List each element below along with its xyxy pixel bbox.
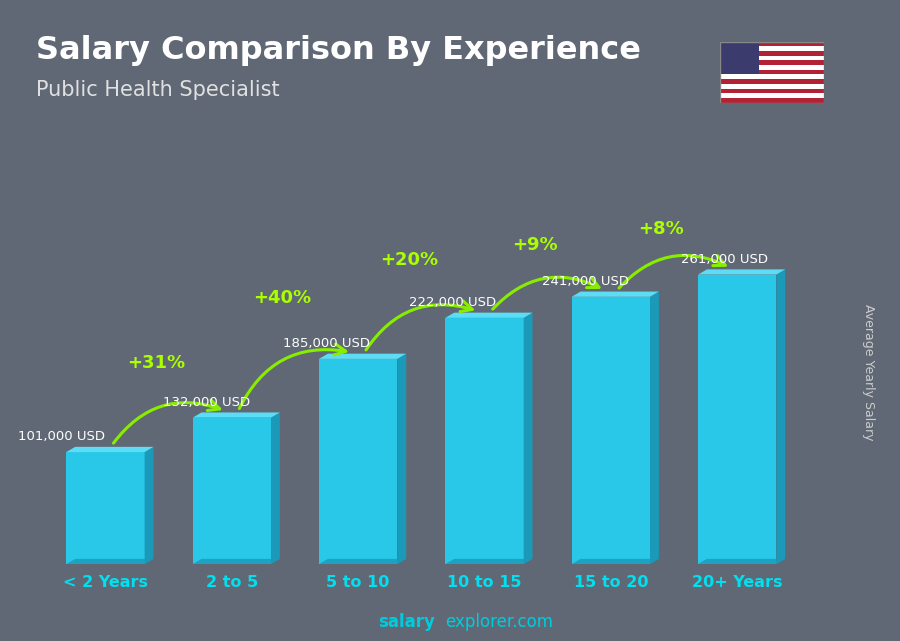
Polygon shape: [319, 354, 406, 359]
Bar: [720, 42, 824, 46]
Polygon shape: [145, 447, 154, 564]
Bar: [720, 46, 824, 51]
Text: Average Yearly Salary: Average Yearly Salary: [862, 304, 875, 440]
Text: +8%: +8%: [638, 219, 684, 238]
Bar: [720, 79, 824, 84]
Polygon shape: [572, 559, 659, 564]
Bar: [720, 65, 824, 70]
Bar: [720, 70, 824, 74]
Bar: [720, 51, 824, 56]
Polygon shape: [446, 559, 533, 564]
Bar: [720, 84, 824, 88]
Polygon shape: [271, 412, 280, 564]
Polygon shape: [397, 354, 406, 564]
Polygon shape: [572, 292, 659, 297]
Bar: [720, 60, 824, 65]
Bar: [720, 88, 824, 93]
Bar: [193, 418, 271, 564]
Text: 132,000 USD: 132,000 USD: [163, 396, 250, 409]
Text: Salary Comparison By Experience: Salary Comparison By Experience: [36, 35, 641, 66]
Polygon shape: [446, 313, 533, 318]
Bar: [67, 452, 145, 564]
Text: 261,000 USD: 261,000 USD: [681, 253, 768, 266]
Bar: [720, 74, 824, 79]
Text: 241,000 USD: 241,000 USD: [542, 275, 629, 288]
Bar: [720, 98, 824, 103]
Polygon shape: [319, 559, 406, 564]
Text: 101,000 USD: 101,000 USD: [18, 430, 104, 444]
Bar: [698, 274, 777, 564]
Bar: [720, 42, 760, 74]
Polygon shape: [524, 313, 533, 564]
Text: +20%: +20%: [380, 251, 437, 269]
Text: +31%: +31%: [127, 354, 185, 372]
Polygon shape: [698, 559, 785, 564]
Bar: [720, 56, 824, 60]
Polygon shape: [193, 559, 280, 564]
Bar: [572, 297, 650, 564]
Text: +9%: +9%: [512, 236, 558, 254]
Polygon shape: [67, 559, 154, 564]
Polygon shape: [777, 269, 785, 564]
Text: explorer.com: explorer.com: [446, 613, 554, 631]
Bar: [720, 93, 824, 98]
Bar: [446, 318, 524, 564]
Polygon shape: [698, 269, 785, 274]
Text: +40%: +40%: [253, 289, 311, 308]
Text: 185,000 USD: 185,000 USD: [284, 337, 370, 350]
Polygon shape: [650, 292, 659, 564]
Text: 222,000 USD: 222,000 USD: [410, 296, 497, 309]
Text: salary: salary: [378, 613, 435, 631]
Polygon shape: [67, 447, 154, 452]
Polygon shape: [193, 412, 280, 418]
Text: Public Health Specialist: Public Health Specialist: [36, 80, 280, 100]
Bar: [319, 359, 397, 564]
